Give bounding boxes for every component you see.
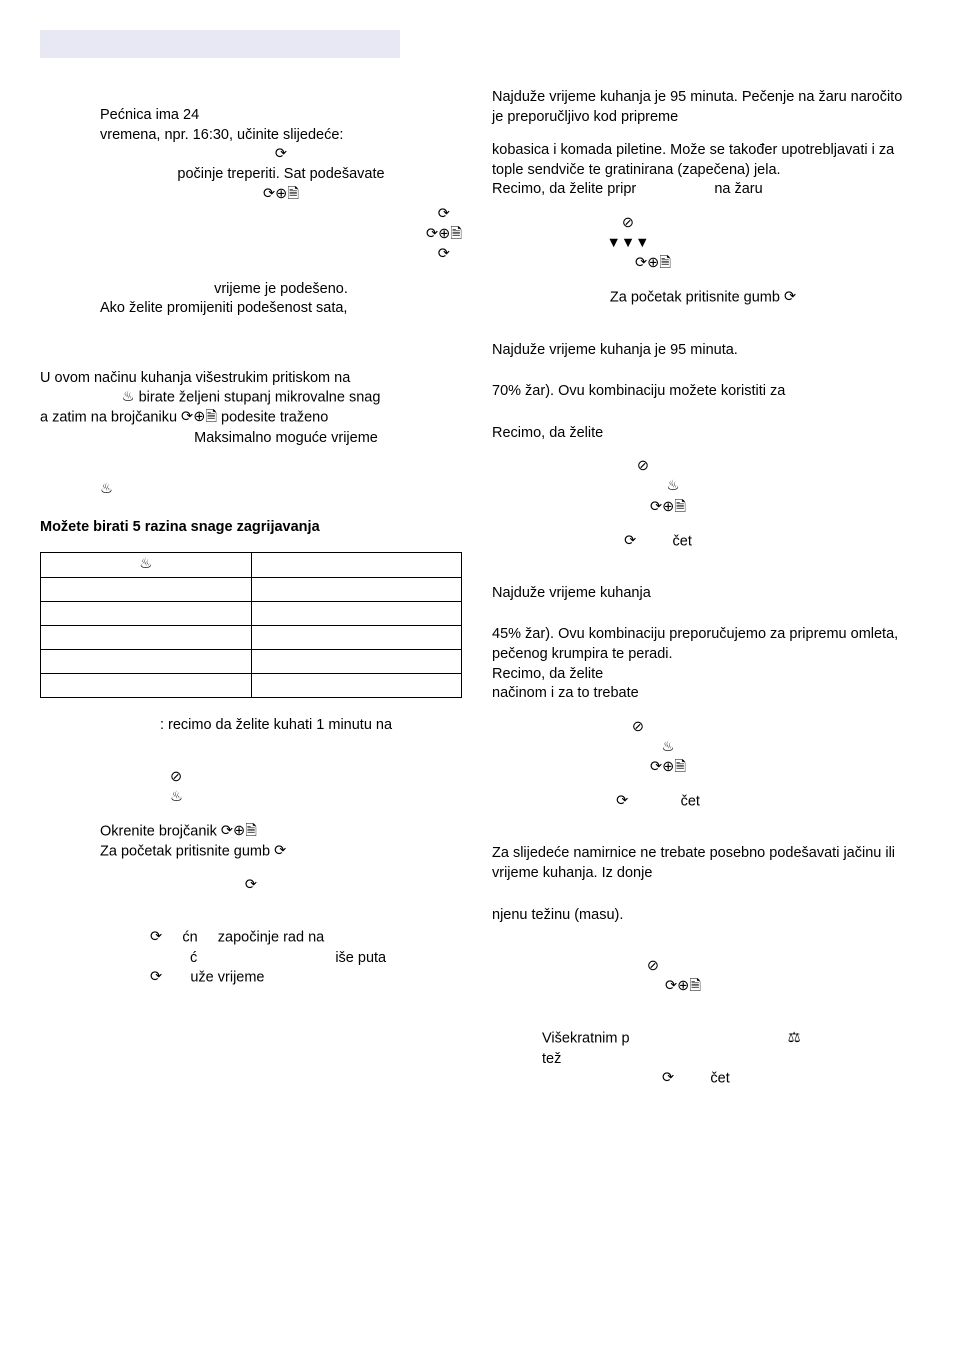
right-column: Najduže vrijeme kuhanja je 95 minuta. Pe… — [492, 88, 914, 1103]
grill-steps: ⊘ ▼▼▼ ⟳⊕🗎 — [492, 214, 914, 275]
dialgroup-icon: ⟳⊕🗎 — [263, 185, 299, 205]
power-icon: ⟳ — [274, 842, 286, 862]
combi1-ex: Recimo, da želite — [492, 424, 914, 444]
auto-repeat: Višekratnim p ⚖ tež ⟳ čet — [492, 1029, 914, 1089]
steps: ⊘ ♨ — [40, 768, 462, 808]
text: Višekratnim p — [542, 1031, 630, 1047]
start-row: ⟳ čet — [492, 532, 914, 552]
text: Maksimalno moguće vrijeme — [40, 429, 462, 449]
text: Pećnica ima 24 — [100, 106, 462, 126]
text: počinje treperiti. Sat podešavate — [100, 165, 462, 185]
table-row — [41, 650, 462, 674]
text: vremena, npr. 16:30, učinite slijedeće: — [100, 126, 462, 146]
steps2: Okrenite brojčanik ⟳⊕🗎 Za početak pritis… — [40, 822, 462, 862]
text: iše puta — [335, 950, 386, 966]
text: vrijeme je podešeno. — [100, 280, 462, 300]
table-row: ♨ — [41, 552, 462, 577]
dialgroup-icon: ⟳⊕🗎 — [650, 498, 686, 518]
text: čet — [681, 794, 700, 810]
power-icon: ⟳ — [662, 1069, 674, 1089]
dialgroup-icon: ⟳⊕🗎 — [635, 254, 671, 274]
table-row — [41, 626, 462, 650]
power-icon: ⟳ — [624, 532, 636, 552]
text: započinje rad na — [218, 930, 324, 946]
auto-steps: ⊘ ⟳⊕🗎 — [492, 957, 914, 997]
dialgroup-icon: ⟳⊕🗎 — [426, 225, 462, 245]
text: čet — [710, 1071, 729, 1087]
start-line: Za početak pritisnite gumb ⟳ — [492, 288, 914, 308]
text: čet — [673, 533, 692, 549]
stop-icon: ⊘ — [647, 957, 659, 977]
text: uže vrijeme — [190, 970, 264, 986]
table-row — [41, 674, 462, 698]
text: ć — [190, 950, 197, 966]
text: Za početak pritisnite gumb — [100, 844, 270, 860]
combi1-steps: ⊘ ♨ ⟳⊕🗎 — [492, 457, 914, 518]
power-intro: U ovom načinu kuhanja višestrukim pritis… — [40, 369, 462, 448]
header-bar — [40, 30, 400, 58]
power-icon: ⟳ — [784, 288, 796, 308]
heading-power-levels: Možete birati 5 razina snage zagrijavanj… — [40, 518, 462, 538]
dialgroup-icon: ⟳⊕🗎 — [221, 822, 257, 842]
waves-icon: ♨ — [139, 555, 152, 575]
power-table: ♨ — [40, 552, 462, 698]
auto-text: Za slijedeće namirnice ne trebate posebn… — [492, 844, 914, 883]
text: U ovom načinu kuhanja višestrukim pritis… — [40, 369, 462, 389]
dial-icon: ⟳ — [438, 245, 450, 265]
power-icon: ⟳ — [150, 968, 162, 988]
max-time: Najduže vrijeme kuhanja je 95 minuta. — [492, 341, 914, 361]
auto-weight: njenu težinu (masu). — [492, 906, 914, 926]
text: Recimo, da želite pripr — [492, 181, 636, 197]
text: a zatim na brojčaniku — [40, 410, 177, 426]
stop-icon: ⊘ — [632, 718, 644, 738]
text: Ako želite promijeniti podešenost sata, — [100, 299, 462, 319]
text: tež — [542, 1050, 914, 1070]
dialgroup-icon: ⟳⊕🗎 — [181, 408, 217, 428]
combi2-steps: ♨ ⟳⊕🗎 — [492, 738, 914, 778]
combi2-text: 45% žar). Ovu kombinaciju preporučujemo … — [492, 625, 914, 703]
grill-intro: Najduže vrijeme kuhanja je 95 minuta. Pe… — [492, 88, 914, 127]
clock-set: vrijeme je podešeno. Ako želite promijen… — [40, 280, 462, 319]
grill-icon: ▼▼▼ — [606, 234, 649, 254]
example-text: : recimo da želite kuhati 1 minutu na — [40, 716, 462, 736]
stop-icon: ⊘ — [622, 214, 634, 234]
text: Recimo, da želite — [492, 665, 914, 685]
dial-icon: ⟳ — [275, 145, 287, 165]
text: na žaru — [714, 181, 762, 197]
text: Okrenite brojčanik — [100, 824, 217, 840]
waves-icon: ♨ — [122, 388, 135, 408]
content-columns: Pećnica ima 24 vremena, npr. 16:30, učin… — [40, 88, 914, 1103]
left-column: Pećnica ima 24 vremena, npr. 16:30, učin… — [40, 88, 462, 1103]
start-row2: ⟳ čet — [492, 792, 914, 812]
power-icon: ⟳ — [245, 876, 257, 896]
text: Za početak pritisnite gumb — [610, 290, 780, 306]
power-icon: ⟳ — [616, 792, 628, 812]
clock-intro: Pećnica ima 24 vremena, npr. 16:30, učin… — [40, 106, 462, 266]
text: podesite traženo — [221, 410, 328, 426]
combi1-text: 70% žar). Ovu kombinaciju možete koristi… — [492, 382, 914, 402]
table-row — [41, 602, 462, 626]
max-time2: Najduže vrijeme kuhanja — [492, 584, 914, 604]
waves-icon: ♨ — [170, 788, 183, 808]
grill-use: kobasica i komada piletine. Može se tako… — [492, 141, 914, 200]
dial-icon: ⟳ — [438, 205, 450, 225]
text: načinom i za to trebate — [492, 684, 914, 704]
stop-icon: ⊘ — [637, 457, 649, 477]
waves-icon: ♨ — [100, 480, 113, 500]
table-row — [41, 578, 462, 602]
text: birate željeni stupanj mikrovalne snag — [139, 390, 381, 406]
dialgroup-icon: ⟳⊕🗎 — [650, 758, 686, 778]
combo-icon: ♨ — [662, 738, 675, 758]
quickstart: ⟳ ćn započinje rad na ć iše puta ⟳ uže v… — [40, 928, 462, 988]
text: 45% žar). Ovu kombinaciju preporučujemo … — [492, 625, 914, 664]
stop-icon: ⊘ — [170, 768, 182, 788]
text: kobasica i komada piletine. Može se tako… — [492, 141, 914, 180]
text: ćn — [182, 930, 197, 946]
weight-icon: ⚖ — [788, 1029, 801, 1049]
dialgroup-icon: ⟳⊕🗎 — [665, 977, 701, 997]
power-icon: ⟳ — [150, 928, 162, 948]
combo-icon: ♨ — [667, 477, 680, 497]
